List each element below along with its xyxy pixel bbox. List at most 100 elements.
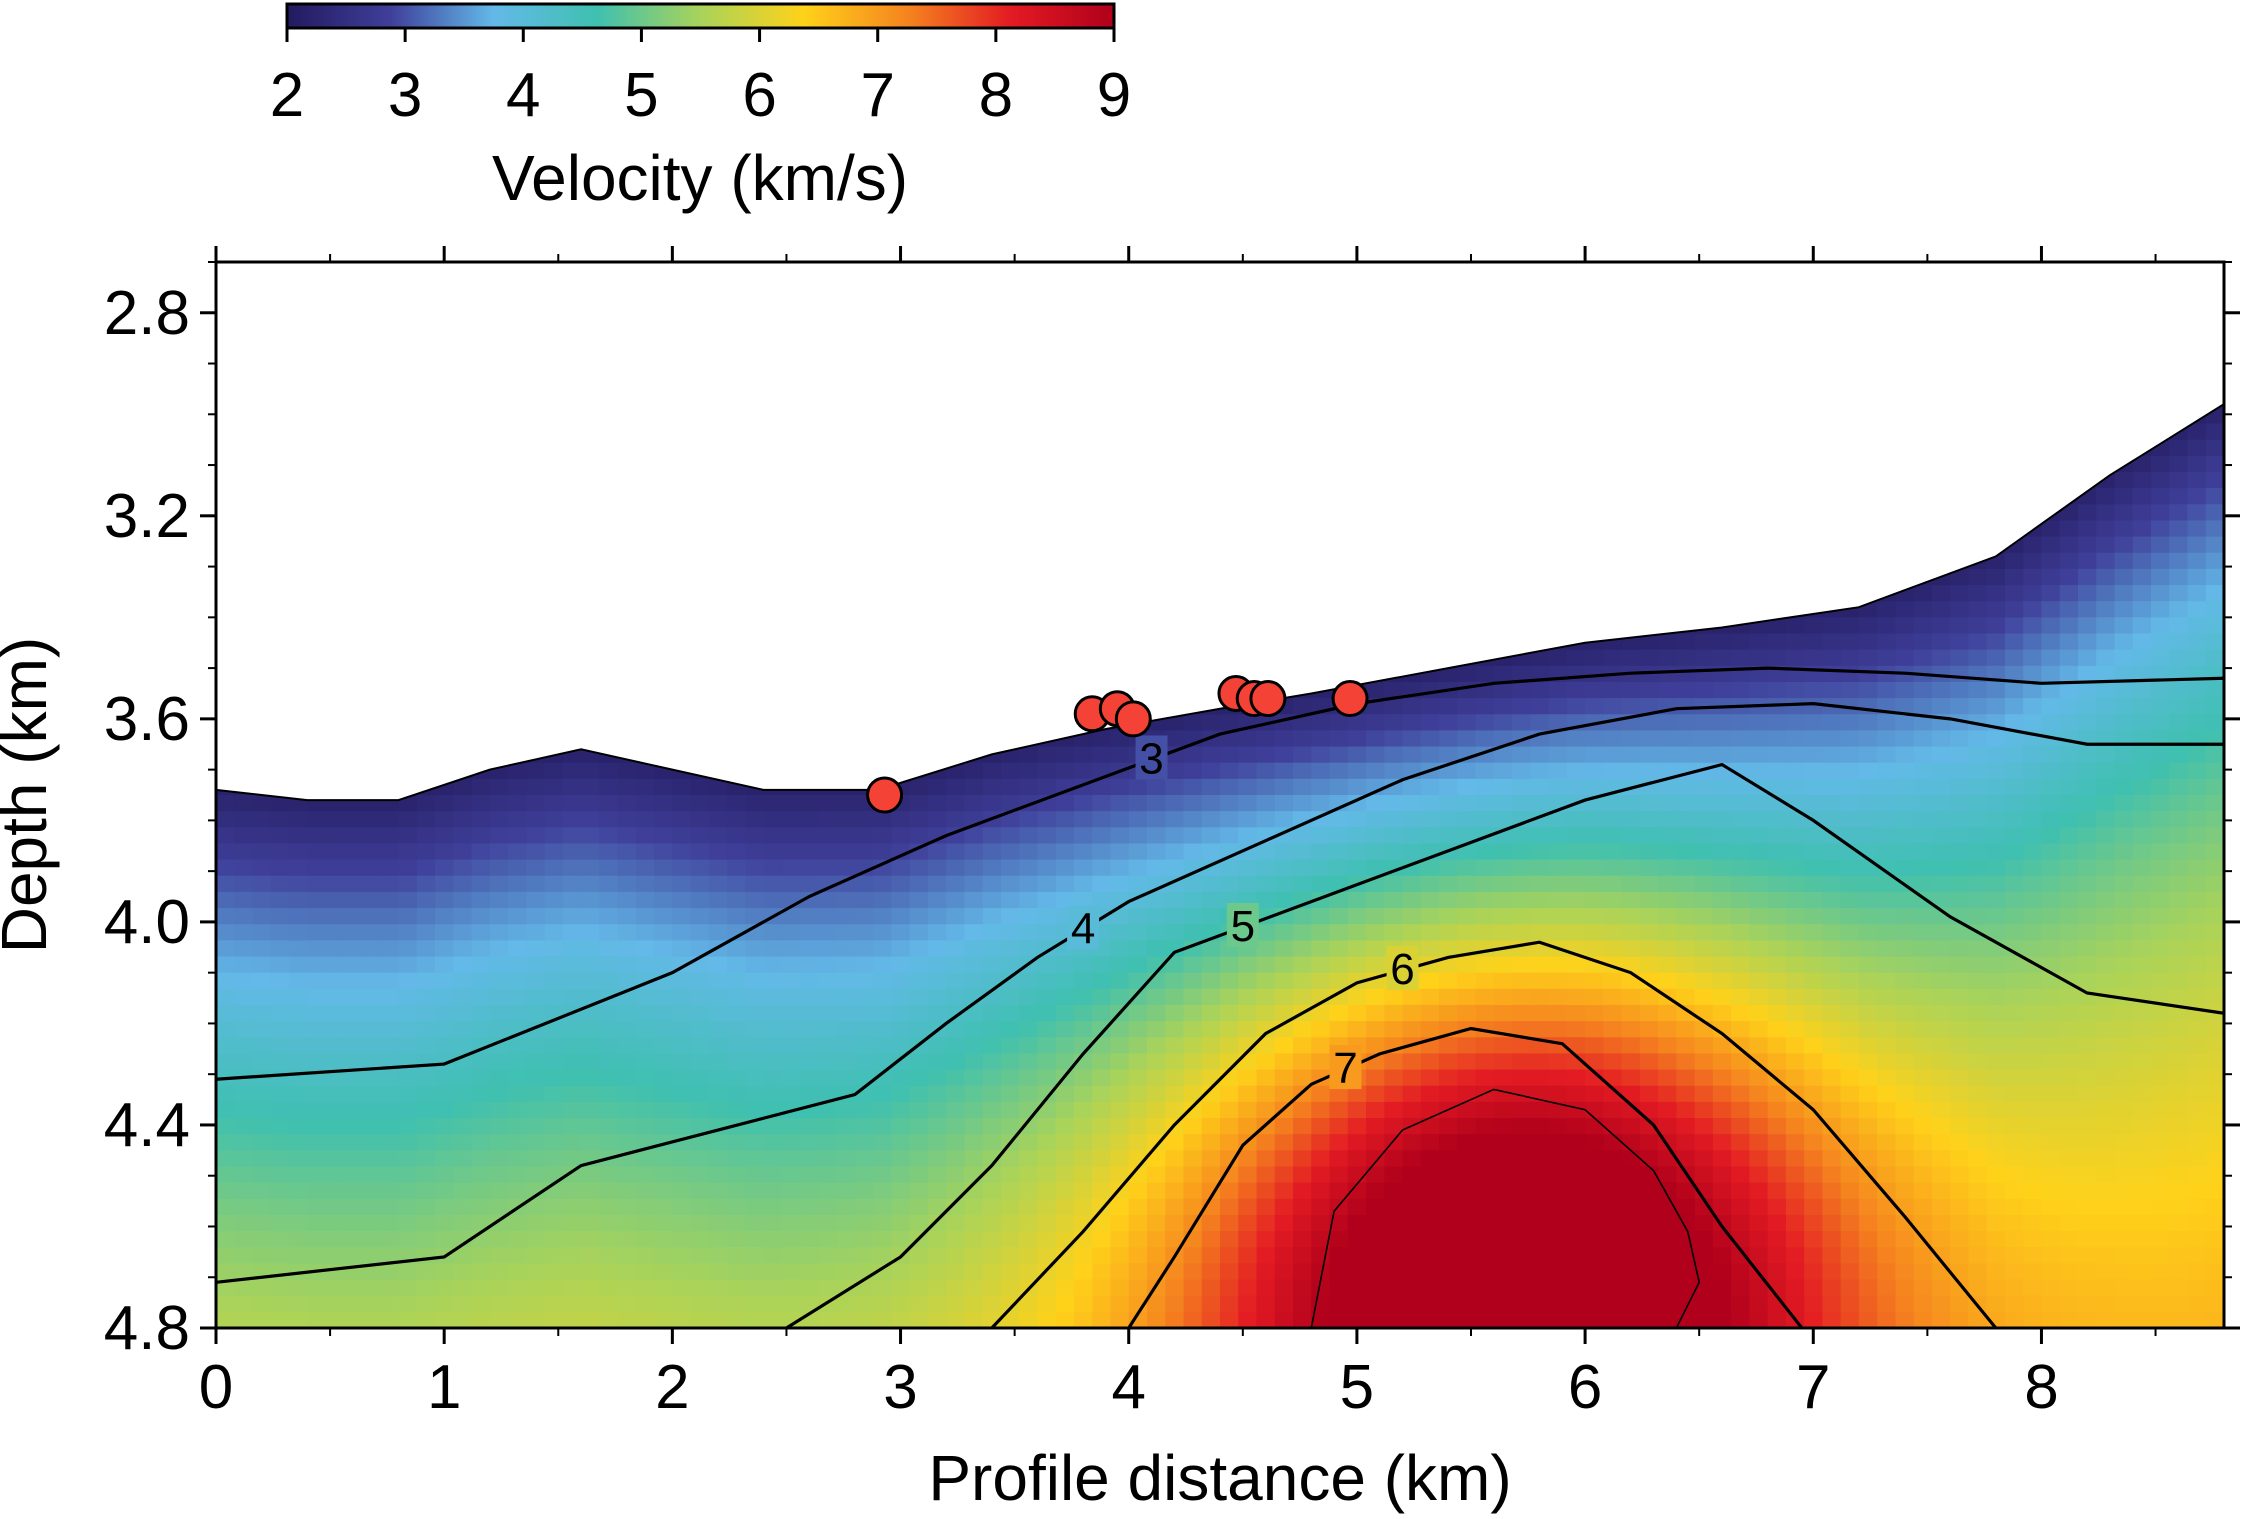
velocity-cell xyxy=(581,1183,600,1200)
velocity-cell xyxy=(745,391,764,408)
velocity-cell xyxy=(216,1263,235,1280)
velocity-cell xyxy=(1439,795,1458,812)
velocity-cell xyxy=(1202,617,1221,634)
velocity-cell xyxy=(1257,617,1276,634)
velocity-cell xyxy=(1330,1134,1349,1151)
velocity-cell xyxy=(1512,989,1531,1006)
velocity-cell xyxy=(1019,1150,1038,1167)
velocity-cell xyxy=(1384,488,1403,505)
velocity-cell xyxy=(837,682,856,699)
velocity-cell xyxy=(1275,1183,1294,1200)
velocity-cell xyxy=(654,375,673,392)
velocity-cell xyxy=(1238,1296,1257,1313)
velocity-cell xyxy=(435,327,454,344)
velocity-cell xyxy=(472,1070,491,1087)
velocity-cell xyxy=(1403,343,1422,360)
velocity-cell xyxy=(672,294,691,311)
velocity-cell xyxy=(362,650,381,667)
velocity-cell xyxy=(928,1134,947,1151)
velocity-cell xyxy=(344,520,363,537)
velocity-cell xyxy=(800,407,819,424)
velocity-cell xyxy=(818,375,837,392)
velocity-cell xyxy=(344,391,363,408)
velocity-cell xyxy=(818,327,837,344)
velocity-cell xyxy=(1567,424,1586,441)
velocity-cell xyxy=(216,407,235,424)
velocity-cell xyxy=(1348,520,1367,537)
velocity-cell xyxy=(1530,440,1549,457)
velocity-cell xyxy=(1549,1134,1568,1151)
velocity-cell xyxy=(1512,1102,1531,1119)
velocity-cell xyxy=(326,537,345,554)
velocity-cell xyxy=(1549,424,1568,441)
velocity-cell xyxy=(563,488,582,505)
velocity-cell xyxy=(1220,1263,1239,1280)
velocity-cell xyxy=(216,650,235,667)
velocity-cell xyxy=(983,860,1002,877)
velocity-cell xyxy=(873,633,892,650)
velocity-cell xyxy=(1257,1102,1276,1119)
velocity-cell xyxy=(563,682,582,699)
velocity-cell xyxy=(362,1166,381,1183)
velocity-cell xyxy=(800,262,819,279)
velocity-cell xyxy=(946,553,965,570)
velocity-cell xyxy=(1348,424,1367,441)
velocity-cell xyxy=(1366,908,1385,925)
velocity-cell xyxy=(1019,633,1038,650)
velocity-cell xyxy=(307,278,326,295)
velocity-cell xyxy=(1257,424,1276,441)
velocity-cell xyxy=(1530,892,1549,909)
velocity-cell xyxy=(1074,278,1093,295)
velocity-cell xyxy=(435,407,454,424)
velocity-cell xyxy=(818,520,837,537)
velocity-cell xyxy=(983,1021,1002,1038)
velocity-cell xyxy=(216,1296,235,1313)
velocity-cell xyxy=(508,488,527,505)
velocity-cell xyxy=(1476,327,1495,344)
velocity-cell xyxy=(654,989,673,1006)
velocity-cell xyxy=(837,488,856,505)
velocity-cell xyxy=(472,666,491,683)
velocity-cell xyxy=(1476,278,1495,295)
velocity-cell xyxy=(380,1134,399,1151)
velocity-cell xyxy=(1457,504,1476,521)
velocity-cell xyxy=(344,860,363,877)
velocity-cell xyxy=(253,682,272,699)
velocity-cell xyxy=(946,569,965,586)
velocity-cell xyxy=(1549,1231,1568,1248)
velocity-cell xyxy=(1512,343,1531,360)
velocity-cell xyxy=(1549,1118,1568,1135)
velocity-cell xyxy=(344,666,363,683)
velocity-cell xyxy=(1421,537,1440,554)
velocity-cell xyxy=(1147,666,1166,683)
velocity-cell xyxy=(1238,601,1257,618)
velocity-cell xyxy=(1238,957,1257,974)
velocity-cell xyxy=(1183,811,1202,828)
velocity-cell xyxy=(983,359,1002,376)
velocity-cell xyxy=(1403,1183,1422,1200)
velocity-cell xyxy=(1549,892,1568,909)
velocity-cell xyxy=(1439,1005,1458,1022)
velocity-cell xyxy=(1238,730,1257,747)
velocity-cell xyxy=(526,779,545,796)
velocity-cell xyxy=(764,1312,783,1329)
velocity-cell xyxy=(472,504,491,521)
velocity-cell xyxy=(928,456,947,473)
velocity-cell xyxy=(636,730,655,747)
velocity-cell xyxy=(490,892,509,909)
velocity-cell xyxy=(1512,359,1531,376)
velocity-cell xyxy=(1293,795,1312,812)
velocity-cell xyxy=(1238,327,1257,344)
velocity-cell xyxy=(599,973,618,990)
velocity-cell xyxy=(253,892,272,909)
velocity-cell xyxy=(234,1312,253,1329)
velocity-cell xyxy=(253,1053,272,1070)
velocity-cell xyxy=(1476,359,1495,376)
velocity-cell xyxy=(928,714,947,731)
velocity-cell xyxy=(983,294,1002,311)
velocity-cell xyxy=(253,633,272,650)
velocity-cell xyxy=(837,811,856,828)
velocity-cell xyxy=(928,1005,947,1022)
velocity-cell xyxy=(855,343,874,360)
velocity-cell xyxy=(1056,650,1075,667)
